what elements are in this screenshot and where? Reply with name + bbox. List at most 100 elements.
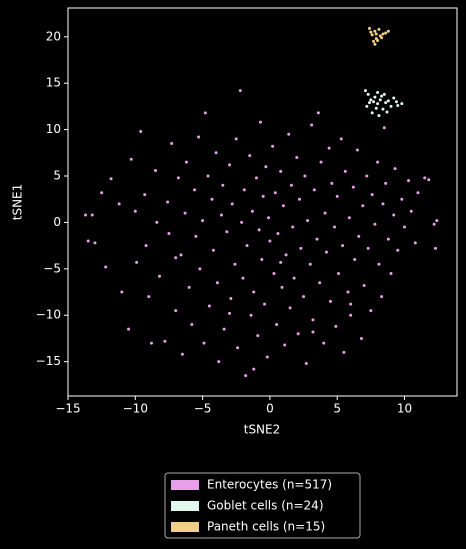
x-tick-label: −5 [194, 402, 212, 416]
point [279, 260, 283, 264]
point [236, 346, 240, 350]
point [264, 165, 268, 169]
point [323, 211, 327, 215]
point [312, 188, 316, 192]
point [155, 220, 159, 224]
point [201, 219, 205, 223]
point [310, 123, 314, 127]
point [328, 299, 332, 303]
point [372, 39, 376, 43]
point [333, 225, 337, 229]
point [343, 169, 347, 173]
point [368, 101, 372, 105]
point [376, 90, 380, 94]
point [384, 31, 388, 35]
point [144, 244, 148, 248]
point [272, 271, 276, 275]
point [149, 341, 153, 345]
y-axis-label: tSNE1 [11, 184, 25, 221]
plot-frame [67, 7, 458, 397]
point [376, 160, 380, 164]
point [187, 285, 191, 289]
point [319, 160, 323, 164]
point [366, 246, 370, 250]
point [127, 327, 131, 331]
point [281, 204, 285, 208]
point [250, 209, 254, 213]
point [362, 284, 366, 288]
point [222, 327, 226, 331]
point [167, 232, 171, 236]
point [214, 151, 218, 155]
point [93, 241, 97, 245]
point [86, 239, 90, 243]
point [273, 191, 277, 195]
point [176, 176, 180, 180]
point [396, 248, 400, 252]
point [170, 142, 174, 146]
point [373, 222, 377, 226]
point [306, 219, 310, 223]
point [381, 202, 385, 206]
point [342, 350, 346, 354]
point [334, 324, 338, 328]
point [275, 323, 279, 327]
point [400, 197, 404, 201]
point [215, 281, 219, 285]
y-tick-label: 0 [53, 215, 61, 229]
point [365, 104, 369, 108]
point [351, 185, 355, 189]
point [240, 220, 244, 224]
point [416, 191, 420, 195]
point [365, 174, 369, 178]
point [248, 154, 252, 158]
point [382, 92, 386, 96]
y-tick-label: 15 [46, 76, 61, 90]
point [158, 274, 162, 278]
x-tick-label: 10 [397, 402, 412, 416]
point [244, 374, 248, 378]
point [211, 248, 215, 252]
point [219, 213, 223, 217]
point [147, 295, 151, 299]
point [207, 304, 211, 308]
point [233, 262, 237, 266]
point [355, 148, 359, 152]
y-tick-label: −15 [36, 354, 61, 368]
point [190, 323, 194, 327]
point [198, 267, 202, 271]
point [374, 106, 378, 110]
point [299, 246, 303, 250]
point [242, 188, 246, 192]
point [380, 36, 384, 40]
point [229, 297, 233, 301]
point [394, 100, 398, 104]
point [349, 302, 353, 306]
point [153, 168, 157, 172]
point [258, 120, 262, 124]
point [327, 146, 331, 150]
point [283, 343, 287, 347]
point [225, 230, 229, 234]
point [83, 213, 87, 217]
point [373, 95, 377, 99]
point [370, 33, 374, 37]
point [263, 302, 267, 306]
x-tick-label: 0 [266, 402, 274, 416]
point [183, 211, 187, 215]
point [382, 126, 386, 130]
point [143, 193, 147, 197]
point [378, 98, 382, 102]
point [249, 313, 253, 317]
point [363, 89, 367, 93]
point [381, 32, 385, 36]
point [330, 181, 334, 185]
point [221, 183, 225, 187]
point [174, 309, 178, 313]
point [370, 111, 374, 115]
point [347, 216, 351, 220]
point [381, 107, 385, 111]
point [302, 295, 306, 299]
point [392, 213, 396, 217]
point [318, 281, 322, 285]
